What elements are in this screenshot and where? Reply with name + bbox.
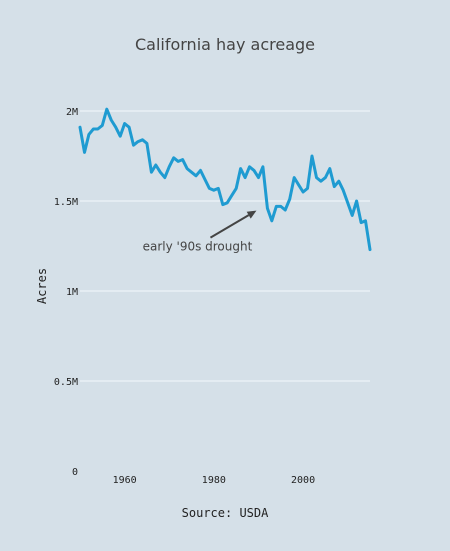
y-tick-label: 1.5M [54,197,78,208]
y-axis-label: Acres [35,268,49,304]
x-axis-ticks: 1960 1980 2000 [113,475,316,486]
x-axis-label: Source: USDA [182,506,269,520]
gridlines [80,110,370,382]
x-tick-label: 1980 [202,475,226,486]
y-tick-label: 2M [66,107,78,118]
y-axis-ticks: 0 0.5M 1M 1.5M 2M [54,107,78,478]
x-tick-label: 1960 [113,475,137,486]
series-line [78,107,372,252]
y-tick-label: 1M [66,287,78,298]
chart-title: California hay acreage [135,35,315,54]
x-tick-label: 2000 [291,475,315,486]
annotation-arrowhead [246,210,257,219]
annotation-label: early '90s drought [143,240,253,254]
annotation-arrow [209,214,250,239]
y-tick-label: 0.5M [54,377,78,388]
y-tick-label: 0 [72,467,78,478]
annotation: early '90s drought [143,210,257,254]
